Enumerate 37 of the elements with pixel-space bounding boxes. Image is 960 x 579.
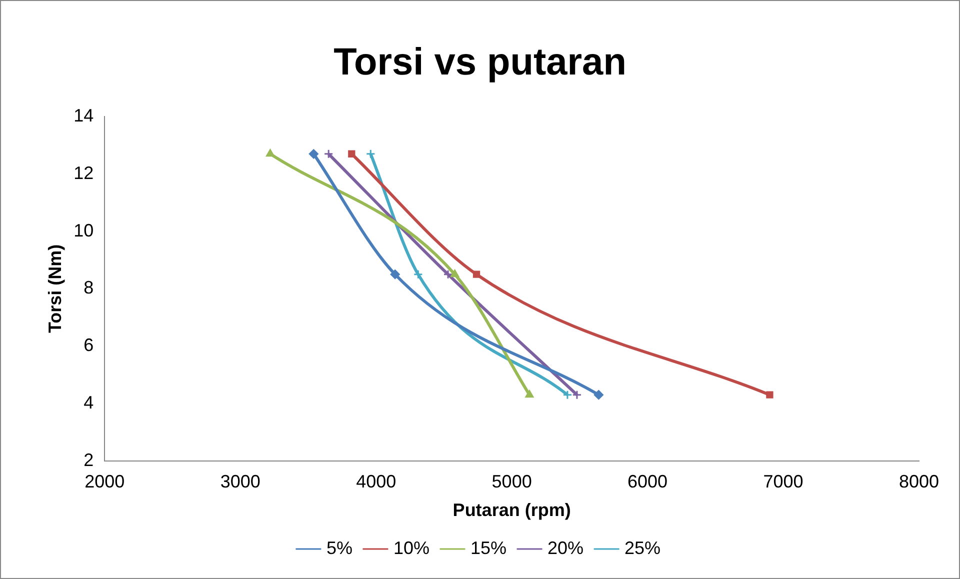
x-tick-label: 5000	[492, 472, 532, 492]
point	[450, 270, 460, 278]
y-tick-label: 4	[84, 392, 94, 412]
legend-label: 5%	[326, 538, 352, 558]
x-axis-title: Putaran (rpm)	[452, 500, 571, 520]
point	[366, 149, 376, 159]
legend-label: 15%	[470, 538, 507, 558]
legend-label: 10%	[393, 538, 430, 558]
point	[266, 149, 274, 157]
x-tick-label: 4000	[356, 472, 396, 492]
y-tick-label: 12	[74, 162, 94, 183]
y-tick-label: 8	[84, 278, 94, 298]
x-tick-label: 8000	[898, 472, 940, 492]
point	[472, 270, 480, 278]
x-tick-label: 7000	[763, 472, 804, 492]
legend-label: 25%	[624, 538, 661, 558]
y-tick-label: 6	[84, 335, 94, 356]
y-axis-title: Torsi (Nm)	[44, 244, 65, 334]
point	[594, 390, 604, 400]
y-tick-label: 2	[84, 450, 94, 470]
point	[308, 149, 318, 159]
point	[390, 270, 400, 280]
legend-label: 20%	[548, 538, 584, 558]
point	[443, 270, 453, 280]
x-tick-label: 6000	[628, 472, 668, 492]
point	[525, 390, 534, 398]
y-tick-label: 14	[74, 106, 94, 126]
point	[766, 391, 774, 398]
point	[562, 390, 572, 400]
point	[348, 150, 356, 158]
point	[413, 270, 423, 280]
point	[572, 390, 582, 400]
y-tick-label: 10	[74, 220, 94, 240]
x-tick-label: 2000	[84, 472, 125, 492]
x-tick-label: 3000	[220, 472, 260, 492]
point	[324, 149, 334, 159]
chart-title: Torsi vs putaran	[334, 41, 626, 84]
